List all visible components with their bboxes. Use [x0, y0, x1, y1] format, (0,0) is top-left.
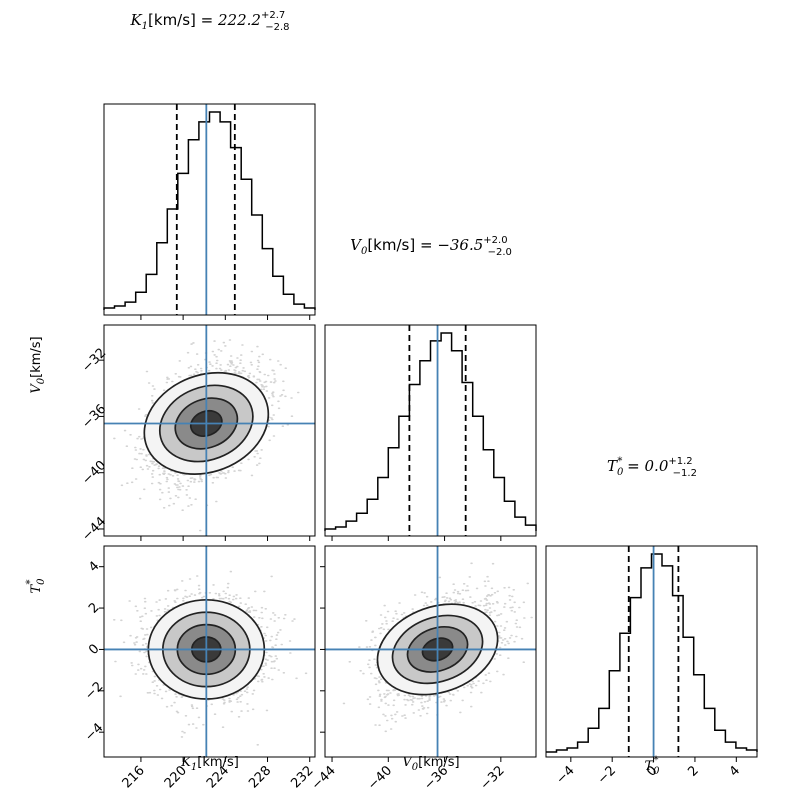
histogram-0 [103, 111, 316, 310]
histogram-2 [546, 553, 758, 753]
xtick-label: 4 [727, 763, 743, 779]
ytick-label: 4 [86, 559, 102, 575]
density-panel-2-1 [324, 545, 537, 758]
xtick-label: −4 [553, 763, 577, 787]
ytick-label: −40 [79, 458, 109, 488]
xtick-label: −32 [478, 763, 508, 793]
panel-frame-2-2 [545, 545, 758, 758]
hist-panel-2 [545, 545, 758, 758]
panel-frame-1-1 [324, 324, 537, 537]
hist-panel-1 [324, 324, 537, 537]
hist-panel-0 [103, 103, 316, 316]
ytick-label: 2 [86, 600, 102, 616]
panel-frame-2-0 [103, 545, 316, 758]
xtick-label: 228 [246, 763, 274, 791]
panel-frame-0-0 [103, 103, 316, 316]
title-k1: K1[km/s] = 222.2+2.7 −2.8 [129, 10, 289, 33]
xtick-label: −2 [595, 763, 619, 787]
density-panel-1-0 [103, 324, 316, 537]
yticks-row-1: −44 −40 −36 −32 [79, 346, 109, 545]
ytick-label: 0 [86, 642, 102, 658]
ytick-label: −4 [82, 720, 106, 744]
title-v0: V0[km/s] = −36.5+2.0 −2.0 [350, 235, 512, 258]
panel-frame-2-1 [324, 545, 537, 758]
density-panel-2-0 [103, 545, 316, 758]
xlabel-t0star: T0* [644, 755, 660, 777]
ylabel-t0star: T0* [25, 578, 47, 594]
ylabel-v0: V0[km/s] [29, 336, 47, 393]
density-content [113, 339, 300, 532]
ytick-label: −44 [79, 514, 109, 544]
xtick-label: −40 [365, 763, 395, 793]
histogram-1 [324, 332, 537, 531]
xlabel-v0: V0[km/s] [402, 755, 459, 773]
xtick-label: 216 [120, 763, 148, 791]
density-content [113, 570, 308, 746]
xlabel-k1: K1[km/s] [180, 755, 239, 773]
panel-frame-1-0 [103, 324, 316, 537]
title-t0star: T0* = 0.0+1.2 −1.2 [607, 456, 697, 479]
ytick-label: −36 [79, 402, 109, 432]
xtick-label: −44 [309, 763, 339, 793]
xtick-label: 2 [685, 763, 701, 779]
panels: 216 220 224 228 232−44 −40 −36 −32 −4 −2 0 2 4−44−40… [79, 103, 758, 793]
ytick-label: −2 [82, 679, 106, 703]
ytick-label: −32 [79, 346, 109, 376]
density-content [342, 562, 533, 733]
